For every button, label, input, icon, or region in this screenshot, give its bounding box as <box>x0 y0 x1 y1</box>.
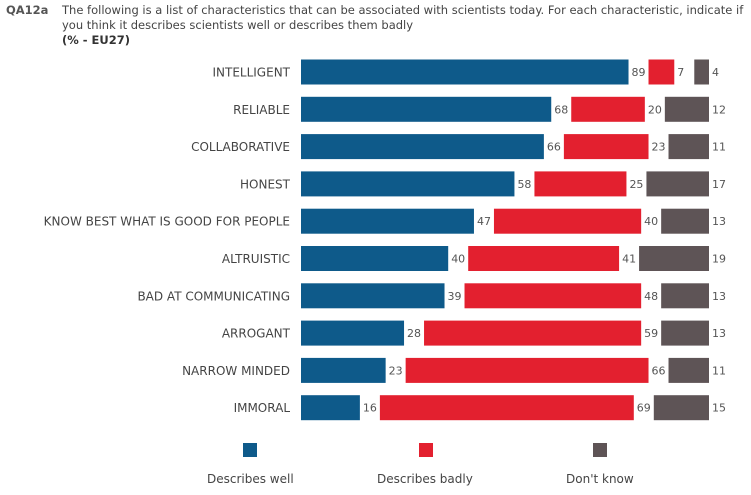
question-text: The following is a list of characteristi… <box>62 3 744 32</box>
bar-dont-know-altruistic <box>639 246 709 271</box>
bar-well-reliable <box>301 96 552 122</box>
value-label-badly-narrow-minded: 66 <box>652 364 666 377</box>
bar-dont-know-intelligent <box>694 59 709 85</box>
value-label-dont-know-honest: 17 <box>712 178 726 191</box>
bar-badly-altruistic <box>468 246 620 271</box>
bar-dont-know-collaborative <box>668 134 709 160</box>
value-label-dont-know-altruistic: 19 <box>712 253 726 266</box>
value-label-badly-immoral: 69 <box>637 402 651 415</box>
value-label-well-collaborative: 66 <box>547 141 561 154</box>
bar-badly-reliable <box>571 96 645 122</box>
bar-badly-bad-at-communicating <box>464 283 642 309</box>
bar-badly-collaborative <box>563 134 649 160</box>
legend-swatch-well <box>243 443 257 457</box>
bar-dont-know-arrogant <box>661 320 709 346</box>
value-label-dont-know-narrow-minded: 11 <box>712 364 726 377</box>
bar-well-know-best-what-is-good-for-people <box>301 208 474 234</box>
category-label-collaborative: COLLABORATIVE <box>191 140 290 154</box>
bar-well-honest <box>301 171 515 197</box>
category-label-altruistic: ALTRUISTIC <box>222 252 290 266</box>
legend-swatch-badly <box>419 443 433 457</box>
bar-well-altruistic <box>301 246 449 271</box>
bar-well-arrogant <box>301 320 405 346</box>
bar-well-collaborative <box>301 134 544 160</box>
value-label-badly-altruistic: 41 <box>622 253 636 266</box>
bars: 89 7 4 68 20 12 66 23 11 58 25 17 47 40 13 40 41 19 39 48 13… <box>301 59 726 421</box>
bar-dont-know-bad-at-communicating <box>661 283 709 309</box>
category-label-intelligent: INTELLIGENT <box>212 66 290 80</box>
value-label-badly-know-best-what-is-good-for-people: 40 <box>644 215 658 228</box>
question-base: (% - EU27) <box>62 33 131 47</box>
legend-label-dont-know: Don't know <box>566 472 634 486</box>
category-label-arrogant: ARROGANT <box>222 327 291 341</box>
category-label-know-best-what-is-good-for-people: KNOW BEST WHAT IS GOOD FOR PEOPLE <box>44 215 290 229</box>
value-label-well-narrow-minded: 23 <box>389 364 403 377</box>
bar-badly-arrogant <box>424 320 642 346</box>
bar-dont-know-immoral <box>653 395 709 421</box>
legend <box>243 443 607 457</box>
bar-badly-narrow-minded <box>405 357 649 383</box>
value-label-dont-know-collaborative: 11 <box>712 141 726 154</box>
bar-well-bad-at-communicating <box>301 283 445 309</box>
bar-dont-know-know-best-what-is-good-for-people <box>661 208 709 234</box>
value-label-well-know-best-what-is-good-for-people: 47 <box>477 215 491 228</box>
value-label-badly-honest: 25 <box>629 178 643 191</box>
value-label-badly-arrogant: 59 <box>644 327 658 340</box>
value-label-well-altruistic: 40 <box>451 253 465 266</box>
category-labels: INTELLIGENT RELIABLE COLLABORATIVE HONEST KN… <box>44 66 291 416</box>
bar-well-narrow-minded <box>301 357 386 383</box>
question-code: QA12a <box>6 3 49 17</box>
bar-dont-know-narrow-minded <box>668 357 709 383</box>
legend-label-describes-well: Describes well <box>207 472 294 486</box>
value-label-badly-intelligent: 7 <box>677 66 684 79</box>
value-label-dont-know-arrogant: 13 <box>712 327 726 340</box>
bar-badly-honest <box>534 171 627 197</box>
value-label-badly-collaborative: 23 <box>652 141 666 154</box>
bar-badly-immoral <box>379 395 634 421</box>
value-label-well-intelligent: 89 <box>632 66 646 79</box>
value-label-dont-know-know-best-what-is-good-for-people: 13 <box>712 215 726 228</box>
value-label-well-bad-at-communicating: 39 <box>448 290 462 303</box>
value-label-well-arrogant: 28 <box>407 327 421 340</box>
value-label-dont-know-bad-at-communicating: 13 <box>712 290 726 303</box>
category-label-immoral: IMMORAL <box>234 401 291 415</box>
bar-well-intelligent <box>301 59 629 85</box>
value-label-dont-know-immoral: 15 <box>712 402 726 415</box>
value-label-badly-reliable: 20 <box>648 103 662 116</box>
value-label-well-honest: 58 <box>517 178 531 191</box>
bar-dont-know-reliable <box>664 96 709 122</box>
legend-label-describes-badly: Describes badly <box>377 472 473 486</box>
value-label-dont-know-reliable: 12 <box>712 103 726 116</box>
bar-badly-intelligent <box>648 59 675 85</box>
category-label-bad-at-communicating: BAD AT COMMUNICATING <box>137 289 290 303</box>
category-label-reliable: RELIABLE <box>233 103 290 117</box>
bar-dont-know-honest <box>646 171 709 197</box>
value-label-badly-bad-at-communicating: 48 <box>644 290 658 303</box>
category-label-honest: HONEST <box>240 177 291 191</box>
legend-swatch-dont-know <box>593 443 607 457</box>
value-label-well-immoral: 16 <box>363 402 377 415</box>
category-label-narrow-minded: NARROW MINDED <box>182 364 290 378</box>
bar-badly-know-best-what-is-good-for-people <box>493 208 642 234</box>
value-label-well-reliable: 68 <box>554 103 568 116</box>
value-label-dont-know-intelligent: 4 <box>712 66 719 79</box>
bar-well-immoral <box>301 395 360 421</box>
